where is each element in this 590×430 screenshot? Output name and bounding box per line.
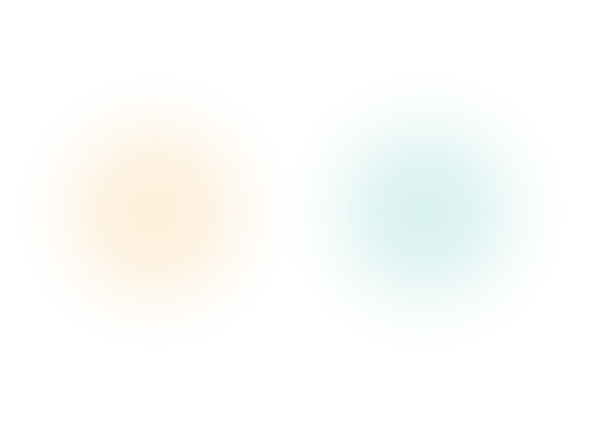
cool-glow [270, 57, 580, 367]
warm-glow [5, 62, 305, 362]
